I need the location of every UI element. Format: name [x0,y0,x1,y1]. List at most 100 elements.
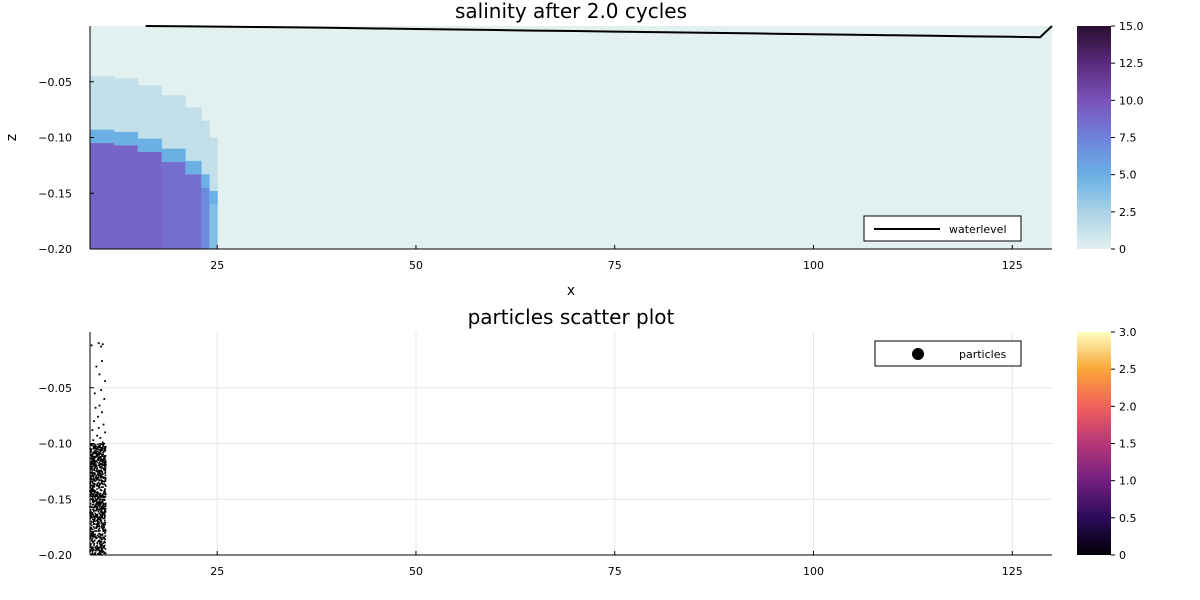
particle-point [101,551,103,554]
particle-point [96,520,99,522]
particle-point [104,538,107,540]
particle-point [99,495,101,498]
y-tick-label: −0.20 [38,549,72,562]
particle-point [101,505,104,507]
particle-point [96,492,99,494]
particle-point [97,476,100,479]
particle-point [99,552,101,554]
particle-point [99,519,102,522]
particle-point [97,443,99,446]
particle-point [91,463,94,465]
particle-point [90,543,92,545]
particle-point [92,521,94,523]
particle-point [99,446,101,448]
heatmap-salt-cell [113,145,139,249]
particle-point [96,469,98,472]
particle-point [92,439,95,442]
particle-point [100,476,102,479]
particle-point [104,472,106,474]
particle-point [96,491,98,493]
particle-point [104,474,107,477]
particle-point [103,446,106,448]
particle-point [96,542,99,545]
particle-point [100,443,103,446]
particle-point [99,513,102,516]
particle-point [90,490,93,493]
particle-point [90,530,92,533]
particle-point [102,496,105,498]
particle-point [102,492,105,495]
x-tick-label: 125 [1002,565,1023,578]
particle-point [103,442,105,445]
particle-point [89,489,92,492]
particle-point [95,519,98,522]
heatmap-transition-cell [161,148,186,163]
particle-point [92,506,95,509]
particle-point [93,482,96,485]
particle-point [92,516,94,518]
particle-point [101,467,104,470]
particle-point [94,446,97,448]
particle-point [89,528,92,531]
particle-point [98,451,101,454]
particle-point [95,523,97,525]
particle-point [96,478,99,481]
particle-point [96,526,98,529]
particle-point [92,479,94,481]
particle-point [92,460,95,462]
particle-point [97,342,100,345]
particle-point [93,478,96,481]
particle-point [99,504,101,506]
y-tick-label: −0.05 [38,76,72,89]
heatmap-transition-cell [113,131,139,146]
particle-point [100,486,103,488]
particle-point [91,485,94,487]
particle-point [103,552,105,555]
particle-point [89,514,92,517]
particle-point [98,472,100,475]
particle-point [91,548,93,550]
x-tick-label: 125 [1002,259,1023,272]
particle-point [94,444,96,447]
colorbar-tick-label: 1.5 [1119,438,1137,451]
particle-point [91,465,94,468]
particle-point [100,489,103,492]
particle-point [91,524,93,527]
particle-point [96,544,98,547]
particle-point [104,462,107,465]
particle-point [94,549,97,552]
particle-point [90,344,93,347]
particle-point [97,509,100,511]
particle-point [92,540,95,543]
particle-point [97,452,100,455]
particle-point [97,530,100,532]
particle-point [89,481,92,484]
particle-point [101,463,103,466]
colorbar-tick-label: 1.0 [1119,475,1137,488]
particle-point [98,543,101,545]
x-tick-label: 50 [409,259,423,272]
particle-point [100,459,103,461]
legend-marker-swatch [912,348,924,360]
particle-point [90,460,92,463]
particle-point [100,540,103,543]
particle-point [102,507,105,509]
particle-point [103,513,106,515]
particle-point [94,480,97,482]
particle-point [98,497,100,500]
particle-point [99,494,102,496]
particle-point [96,476,98,479]
particle-point [99,452,102,455]
particle-point [96,470,99,472]
particle-point [91,493,93,495]
particle-point [97,495,99,498]
particle-point [93,459,95,461]
particle-point [98,373,101,376]
heatmap-transition-cell [201,174,210,188]
particle-point [103,517,106,519]
particle-point [103,526,106,528]
particle-point [92,447,95,450]
particle-point [96,518,99,521]
particle-point [103,546,106,549]
particle-point [102,525,105,528]
